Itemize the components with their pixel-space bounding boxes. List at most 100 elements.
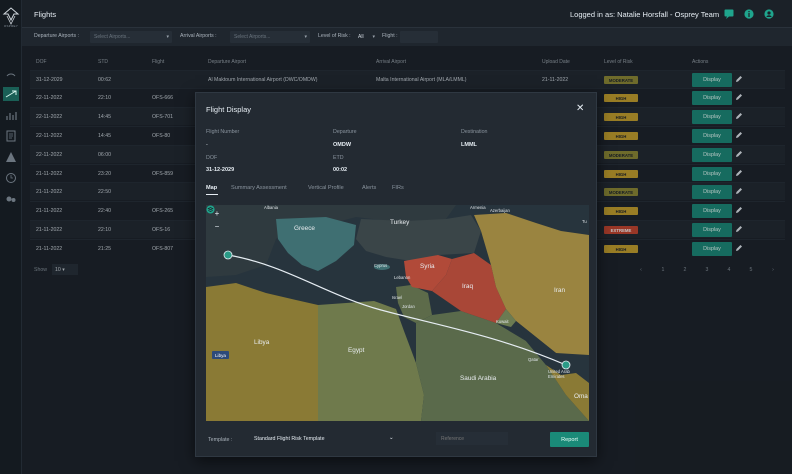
- map-label-syria: Syria: [420, 263, 435, 270]
- col-flight[interactable]: Flight: [152, 59, 165, 65]
- departure-value: OMDW: [333, 142, 352, 148]
- zoom-in-button[interactable]: +: [214, 209, 220, 218]
- page-link-5[interactable]: 5: [749, 267, 753, 273]
- cell-dof: 21-11-2022: [36, 171, 63, 177]
- tab-map[interactable]: Map: [206, 185, 218, 191]
- tab-vertical-profile[interactable]: Vertical Profile: [308, 185, 344, 191]
- map-label-kuwait: Kuwait: [496, 319, 509, 324]
- active-tab-indicator: [206, 194, 218, 195]
- prev-page-icon[interactable]: ‹: [640, 267, 642, 273]
- info-icon[interactable]: [744, 9, 754, 19]
- dof-label: DOF: [206, 155, 218, 161]
- display-button[interactable]: Display: [692, 223, 732, 237]
- col-std[interactable]: STD: [98, 59, 108, 65]
- cell-dof: 22-11-2022: [36, 95, 63, 101]
- flight-filter-input[interactable]: [400, 31, 438, 43]
- tab-firs[interactable]: FIRs: [392, 185, 404, 191]
- map-label-israel: Israel: [392, 295, 403, 300]
- risk-level-select[interactable]: All ▾: [358, 34, 375, 40]
- user-icon[interactable]: [764, 9, 774, 19]
- history-icon[interactable]: [5, 172, 17, 184]
- display-button[interactable]: Display: [692, 91, 732, 105]
- map-label-jordan: Jordan: [402, 304, 415, 309]
- edit-icon[interactable]: [735, 150, 743, 158]
- col-risk[interactable]: Level of Risk: [604, 59, 633, 65]
- table-row[interactable]: 22-11-2022 22:10 OFS-666 HIGH Display: [30, 88, 785, 106]
- edit-icon[interactable]: [735, 93, 743, 101]
- col-arrival[interactable]: Arrival Airport: [376, 59, 407, 65]
- reference-input[interactable]: [436, 432, 508, 445]
- greece-region: [276, 217, 356, 271]
- settings-icon[interactable]: [5, 193, 17, 205]
- edit-icon[interactable]: [735, 131, 743, 139]
- display-button[interactable]: Display: [692, 73, 732, 87]
- flights-icon[interactable]: [3, 87, 19, 101]
- modal-title: Flight Display: [206, 105, 252, 114]
- tab-alerts[interactable]: Alerts: [362, 185, 377, 191]
- edit-icon[interactable]: [735, 244, 743, 252]
- edit-icon[interactable]: [735, 225, 743, 233]
- iraq-region: [432, 253, 506, 323]
- risk-badge: HIGH: [604, 113, 638, 121]
- cell-flight: OFS-807: [152, 246, 174, 252]
- col-dof[interactable]: DOF: [36, 59, 47, 65]
- cell-std: 22:40: [98, 208, 111, 214]
- page-link-1[interactable]: 1: [661, 267, 665, 273]
- alerts-icon[interactable]: [5, 151, 17, 163]
- libya-region: [206, 283, 318, 421]
- logo-text: OSPREY: [3, 24, 19, 28]
- home-icon[interactable]: [5, 66, 17, 78]
- cell-flight: OFS-666: [152, 95, 174, 101]
- next-page-icon[interactable]: ›: [772, 267, 774, 273]
- chevron-down-icon[interactable]: ⌄: [389, 435, 394, 441]
- chevron-down-icon: ▾: [372, 34, 375, 40]
- departure-airports-select[interactable]: Select Airports... ▾: [90, 31, 172, 43]
- edit-icon[interactable]: [735, 75, 743, 83]
- risk-badge: HIGH: [604, 207, 638, 215]
- display-button[interactable]: Display: [692, 110, 732, 124]
- table-row[interactable]: 31-12-2029 00:62 Al Maktoum International …: [30, 70, 785, 88]
- arrival-airports-select[interactable]: Select Airports... ▾: [230, 31, 310, 43]
- page-link-2[interactable]: 2: [683, 267, 687, 273]
- chat-icon[interactable]: [724, 9, 734, 19]
- cell-std: 21:25: [98, 246, 111, 252]
- osprey-logo[interactable]: [2, 6, 20, 28]
- map-label-libya: Libya: [254, 339, 270, 346]
- page-size-select[interactable]: 10 ▾: [52, 264, 78, 275]
- selected-region-tag[interactable]: Libya: [212, 351, 229, 359]
- saudi-region: [416, 311, 589, 421]
- risk-badge: HIGH: [604, 94, 638, 102]
- edit-icon[interactable]: [735, 206, 743, 214]
- map-label-iraq: Iraq: [462, 283, 474, 290]
- display-button[interactable]: Display: [692, 185, 732, 199]
- edit-icon[interactable]: [735, 187, 743, 195]
- risk-badge: HIGH: [604, 132, 638, 140]
- page-link-3[interactable]: 3: [705, 267, 709, 273]
- display-button[interactable]: Display: [692, 148, 732, 162]
- display-button[interactable]: Display: [692, 167, 732, 181]
- page-link-4[interactable]: 4: [727, 267, 731, 273]
- layers-icon[interactable]: [206, 205, 215, 214]
- risk-badge: EXTREME: [604, 226, 638, 234]
- tab-summary-assessment[interactable]: Summary Assessment: [231, 185, 287, 191]
- zoom-out-button[interactable]: −: [214, 222, 220, 231]
- page-title: Flights: [34, 10, 57, 19]
- route-map[interactable]: + − Albania Greece Turkey Armenia Azerba…: [206, 205, 589, 421]
- close-icon[interactable]: ✕: [576, 103, 585, 114]
- col-departure[interactable]: Departure Airport: [208, 59, 247, 65]
- col-upload[interactable]: Upload Date: [542, 59, 570, 65]
- display-button[interactable]: Display: [692, 242, 732, 256]
- report-button[interactable]: Report: [550, 432, 589, 447]
- turkey-region: [356, 215, 481, 261]
- reports-icon[interactable]: [5, 130, 17, 142]
- top-bar: Flights Logged in as: Natalie Horsfall -…: [22, 0, 792, 28]
- analytics-icon[interactable]: [5, 110, 17, 122]
- map-label-qatar: Qatar: [528, 357, 539, 362]
- edit-icon[interactable]: [735, 169, 743, 177]
- template-select[interactable]: Standard Flight Risk Template: [254, 436, 325, 442]
- cell-arr: Malta International Airport (MLA/LMML): [376, 77, 467, 83]
- col-actions: Actions: [692, 59, 709, 65]
- edit-icon[interactable]: [735, 112, 743, 120]
- display-button[interactable]: Display: [692, 129, 732, 143]
- display-button[interactable]: Display: [692, 204, 732, 218]
